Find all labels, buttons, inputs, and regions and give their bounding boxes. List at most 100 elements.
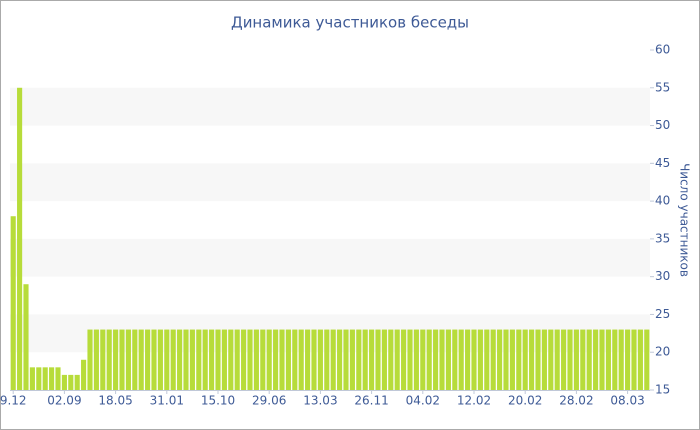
bar xyxy=(138,329,144,390)
bar xyxy=(253,329,259,390)
bar xyxy=(631,329,637,390)
bar xyxy=(644,329,650,390)
bar xyxy=(125,329,131,390)
bar xyxy=(36,367,42,390)
y-tick-label: 25 xyxy=(655,307,670,321)
bar xyxy=(157,329,163,390)
bar xyxy=(586,329,592,390)
bar xyxy=(541,329,547,390)
bar xyxy=(87,329,93,390)
bar xyxy=(311,329,317,390)
bar xyxy=(145,329,151,390)
bar xyxy=(529,329,535,390)
bar xyxy=(292,329,298,390)
bar xyxy=(279,329,285,390)
bar xyxy=(420,329,426,390)
bar xyxy=(317,329,323,390)
bar xyxy=(490,329,496,390)
bar xyxy=(170,329,176,390)
bar xyxy=(605,329,611,390)
bar xyxy=(247,329,253,390)
bar xyxy=(554,329,560,390)
x-tick-label: 15.10 xyxy=(201,394,235,408)
bar xyxy=(369,329,375,390)
bar xyxy=(234,329,240,390)
bar xyxy=(81,359,87,390)
bar xyxy=(599,329,605,390)
bar xyxy=(209,329,215,390)
bar xyxy=(202,329,208,390)
y-tick-label: 35 xyxy=(655,231,670,245)
x-tick-label: 08.03 xyxy=(610,394,644,408)
bar xyxy=(164,329,170,390)
bar xyxy=(330,329,336,390)
bar xyxy=(337,329,343,390)
bar xyxy=(100,329,106,390)
bar xyxy=(625,329,631,390)
bar xyxy=(612,329,618,390)
x-tick-label: 28.02 xyxy=(559,394,593,408)
bar xyxy=(324,329,330,390)
y-tick-label: 60 xyxy=(655,43,670,57)
x-tick-label: 29.06 xyxy=(252,394,286,408)
bar xyxy=(189,329,195,390)
bar xyxy=(74,374,80,390)
bar xyxy=(561,329,567,390)
bar xyxy=(465,329,471,390)
y-axis-label: Число участников xyxy=(678,163,692,277)
bar xyxy=(106,329,112,390)
bar xyxy=(388,329,394,390)
bar xyxy=(593,329,599,390)
bar xyxy=(381,329,387,390)
bar xyxy=(637,329,643,390)
y-tick-label: 45 xyxy=(655,156,670,170)
bar xyxy=(177,329,183,390)
bar xyxy=(407,329,413,390)
bar xyxy=(298,329,304,390)
bar xyxy=(458,329,464,390)
bar xyxy=(426,329,432,390)
bar xyxy=(535,329,541,390)
bar xyxy=(375,329,381,390)
y-tick-label: 30 xyxy=(655,269,670,283)
bar xyxy=(241,329,247,390)
bar xyxy=(445,329,451,390)
bar xyxy=(439,329,445,390)
bar xyxy=(266,329,272,390)
bar xyxy=(503,329,509,390)
bar xyxy=(573,329,579,390)
bar xyxy=(618,329,624,390)
bar xyxy=(93,329,99,390)
bar xyxy=(29,367,35,390)
bar xyxy=(119,329,125,390)
bar xyxy=(183,329,189,390)
bar xyxy=(484,329,490,390)
bar xyxy=(452,329,458,390)
bar xyxy=(151,329,157,390)
bar xyxy=(196,329,202,390)
x-tick-label: 9.12 xyxy=(0,394,27,408)
grid-band xyxy=(10,238,650,277)
y-tick-label: 15 xyxy=(655,383,670,397)
y-tick-label: 50 xyxy=(655,118,670,132)
bar xyxy=(516,329,522,390)
bar xyxy=(215,329,221,390)
bar xyxy=(477,329,483,390)
x-tick-label: 26.11 xyxy=(354,394,388,408)
bar xyxy=(567,329,573,390)
bar xyxy=(401,329,407,390)
x-tick-label: 04.02 xyxy=(406,394,440,408)
bar xyxy=(471,329,477,390)
bar xyxy=(113,329,119,390)
bar xyxy=(285,329,291,390)
x-tick-label: 18.05 xyxy=(98,394,132,408)
bar xyxy=(17,87,23,391)
bar xyxy=(10,216,16,390)
x-tick-label: 02.09 xyxy=(47,394,81,408)
y-tick-label: 40 xyxy=(655,194,670,208)
y-tick-label: 55 xyxy=(655,80,670,94)
bar xyxy=(49,367,55,390)
bar xyxy=(522,329,528,390)
